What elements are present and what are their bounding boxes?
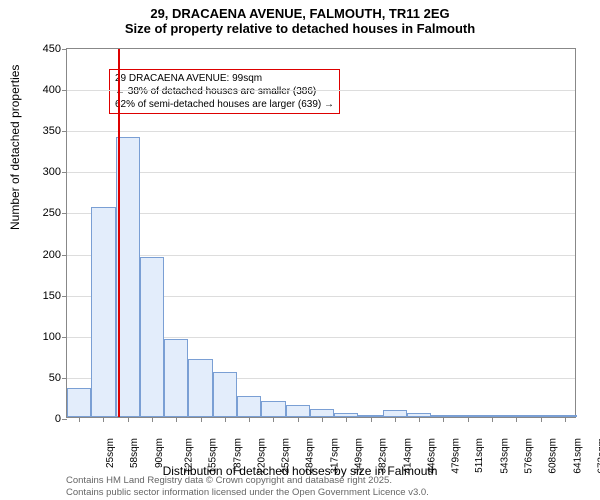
x-tick-mark [225,417,226,422]
x-tick-mark [516,417,517,422]
y-tick-mark [62,49,67,50]
x-tick-mark [298,417,299,422]
y-tick-mark [62,419,67,420]
gridline [67,255,575,256]
x-tick-mark [371,417,372,422]
x-tick-mark [395,417,396,422]
x-tick-mark [468,417,469,422]
callout-line-1: 29 DRACAENA AVENUE: 99sqm [115,72,334,85]
histogram-bar [140,257,164,417]
y-tick-label: 250 [31,207,61,219]
y-tick-mark [62,172,67,173]
y-tick-label: 200 [31,249,61,261]
x-tick-mark [443,417,444,422]
x-tick-mark [419,417,420,422]
x-tick-mark [79,417,80,422]
y-tick-mark [62,213,67,214]
gridline [67,131,575,132]
chart-container: 29, DRACAENA AVENUE, FALMOUTH, TR11 2EG … [0,0,600,500]
histogram-bar [213,372,237,417]
y-tick-label: 0 [31,413,61,425]
y-tick-label: 300 [31,166,61,178]
x-tick-mark [346,417,347,422]
x-tick-mark [201,417,202,422]
histogram-bar [164,339,188,417]
histogram-bar [310,409,334,417]
y-tick-mark [62,296,67,297]
x-tick-mark [322,417,323,422]
x-tick-mark [492,417,493,422]
x-tick-mark [152,417,153,422]
x-tick-mark [565,417,566,422]
y-tick-label: 50 [31,372,61,384]
y-tick-label: 450 [31,43,61,55]
callout-line-3: 62% of semi-detached houses are larger (… [115,98,334,111]
y-tick-label: 150 [31,290,61,302]
gridline [67,90,575,91]
x-tick-mark [128,417,129,422]
histogram-bar [67,388,91,417]
histogram-bar [286,405,310,417]
title-line-1: 29, DRACAENA AVENUE, FALMOUTH, TR11 2EG [0,6,600,21]
x-tick-mark [176,417,177,422]
histogram-bar [188,359,212,417]
y-tick-label: 100 [31,331,61,343]
title-line-2: Size of property relative to detached ho… [0,21,600,36]
x-tick-mark [103,417,104,422]
y-tick-mark [62,131,67,132]
attribution: Contains HM Land Registry data © Crown c… [66,475,429,498]
y-tick-mark [62,337,67,338]
attribution-line-1: Contains HM Land Registry data © Crown c… [66,475,429,486]
y-tick-label: 350 [31,125,61,137]
gridline [67,213,575,214]
reference-line [118,49,120,417]
y-axis-label: Number of detached properties [8,65,22,230]
callout-line-2: ← 38% of detached houses are smaller (38… [115,85,334,98]
x-tick-mark [541,417,542,422]
y-tick-label: 400 [31,84,61,96]
annotation-callout: 29 DRACAENA AVENUE: 99sqm ← 38% of detac… [109,69,340,114]
x-tick-mark [273,417,274,422]
histogram-bar [91,207,115,417]
attribution-line-2: Contains public sector information licen… [66,487,429,498]
y-tick-mark [62,255,67,256]
gridline [67,172,575,173]
histogram-bar [237,396,261,417]
y-tick-mark [62,90,67,91]
x-tick-mark [249,417,250,422]
histogram-bar [261,401,285,417]
plot-area: 29 DRACAENA AVENUE: 99sqm ← 38% of detac… [66,48,576,418]
title-block: 29, DRACAENA AVENUE, FALMOUTH, TR11 2EG … [0,0,600,36]
y-tick-mark [62,378,67,379]
